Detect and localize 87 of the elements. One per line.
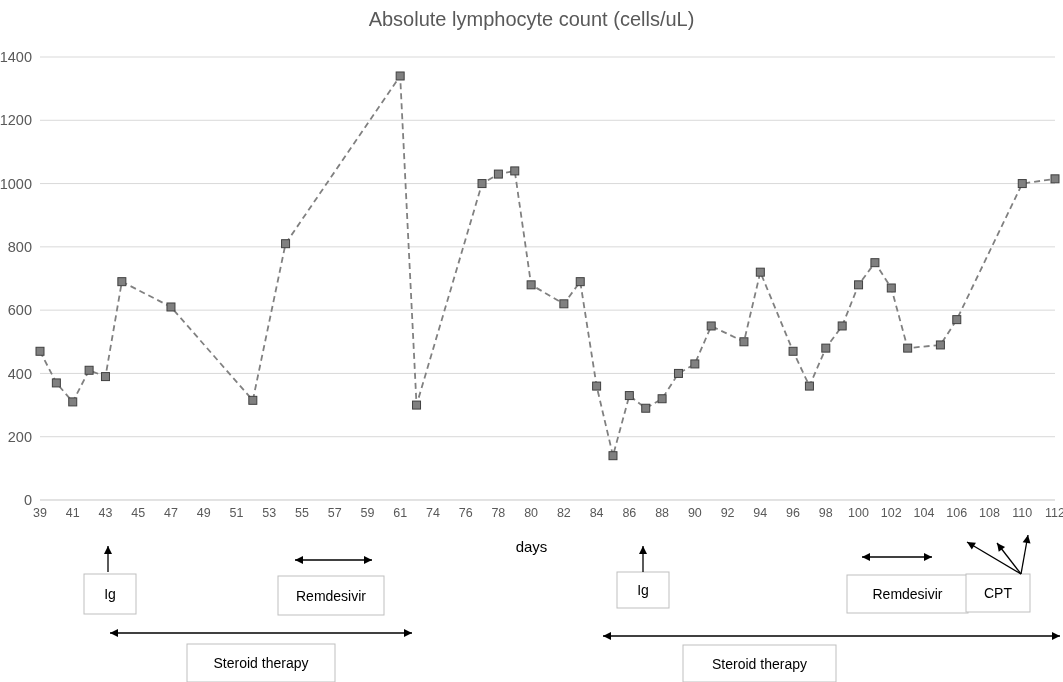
point <box>641 403 651 413</box>
point <box>559 299 569 309</box>
x-tick-label: 110 <box>1012 505 1033 520</box>
point <box>690 359 700 369</box>
point <box>510 166 520 176</box>
x-tick-label: 102 <box>880 505 902 520</box>
point <box>395 71 405 81</box>
x-tick-label: 94 <box>753 505 768 520</box>
x-tick-label: 49 <box>196 505 211 520</box>
point <box>1017 179 1027 189</box>
point <box>248 395 258 405</box>
x-tick-label: 41 <box>65 505 80 520</box>
point <box>886 283 896 293</box>
y-tick-label: 600 <box>7 302 32 319</box>
x-tick-label: 76 <box>458 505 473 520</box>
text: Ig <box>104 586 116 602</box>
x-tick-label: 74 <box>425 505 440 520</box>
y-tick-label: 1200 <box>0 112 32 129</box>
point <box>854 280 864 290</box>
x-tick-label: 96 <box>786 505 801 520</box>
y-tick-label: 200 <box>7 428 32 445</box>
x-tick-label: 61 <box>393 505 408 520</box>
x-tick-label: 59 <box>360 505 375 520</box>
x-tick-label: 80 <box>524 505 539 520</box>
x-tick-label: 55 <box>294 505 309 520</box>
x-tick-label: 104 <box>913 505 935 520</box>
point <box>608 451 618 461</box>
point <box>673 368 683 378</box>
x-tick-label: 90 <box>687 505 702 520</box>
x-tick-label: 106 <box>946 505 968 520</box>
x-tick-label: 88 <box>655 505 670 520</box>
point <box>166 302 176 312</box>
text: CPT <box>984 585 1013 601</box>
x-tick-label: 51 <box>229 505 244 520</box>
chart-title: Absolute lymphocyte count (cells/uL) <box>367 8 696 31</box>
point <box>526 280 536 290</box>
text: Remdesivir <box>295 587 367 604</box>
point <box>51 378 61 388</box>
x-tick-label: 57 <box>327 505 342 520</box>
text: Remdesivir <box>872 586 943 602</box>
y-tick-label: 1000 <box>0 175 32 192</box>
x-tick-label: 82 <box>556 505 571 520</box>
point <box>68 397 78 407</box>
text: Ig <box>637 582 649 598</box>
point <box>935 340 945 350</box>
y-tick-label: 400 <box>7 365 32 382</box>
point <box>592 381 602 391</box>
point <box>903 343 913 353</box>
x-tick-label: 84 <box>589 505 604 520</box>
x-tick-label: 86 <box>622 505 637 520</box>
point <box>755 267 765 277</box>
x-tick-label: 100 <box>848 505 870 520</box>
x-tick-label: 98 <box>818 505 833 520</box>
x-tick-label: 45 <box>131 505 146 520</box>
y-tick-label: 800 <box>7 239 32 255</box>
point <box>117 277 127 287</box>
point <box>788 346 798 356</box>
y-tick-label: 1400 <box>0 49 32 66</box>
point <box>575 277 585 287</box>
text: Steroid therapy <box>712 655 807 672</box>
text: Steroid therapy <box>213 655 309 671</box>
x-tick-label: 78 <box>491 505 506 520</box>
point <box>952 315 962 325</box>
point <box>870 258 880 268</box>
point <box>493 169 503 179</box>
point <box>624 391 634 401</box>
x-axis-title: days <box>514 538 549 555</box>
point <box>821 343 831 353</box>
x-tick-label: 108 <box>979 505 1000 520</box>
x-tick-label: 47 <box>164 505 178 520</box>
point <box>84 365 94 375</box>
point <box>804 381 814 391</box>
point <box>657 394 667 404</box>
x-tick-label: 39 <box>33 505 47 520</box>
point <box>100 372 110 382</box>
point <box>477 179 487 189</box>
point <box>739 337 749 347</box>
point <box>706 321 716 331</box>
y-tick-label: 0 <box>23 492 32 509</box>
x-tick-label: 92 <box>720 505 735 520</box>
point <box>412 400 422 410</box>
x-tick-label: 43 <box>98 505 113 520</box>
point <box>35 346 45 356</box>
point <box>281 239 291 249</box>
point <box>1050 174 1060 184</box>
point <box>837 321 847 331</box>
x-tick-label: 53 <box>262 505 277 520</box>
